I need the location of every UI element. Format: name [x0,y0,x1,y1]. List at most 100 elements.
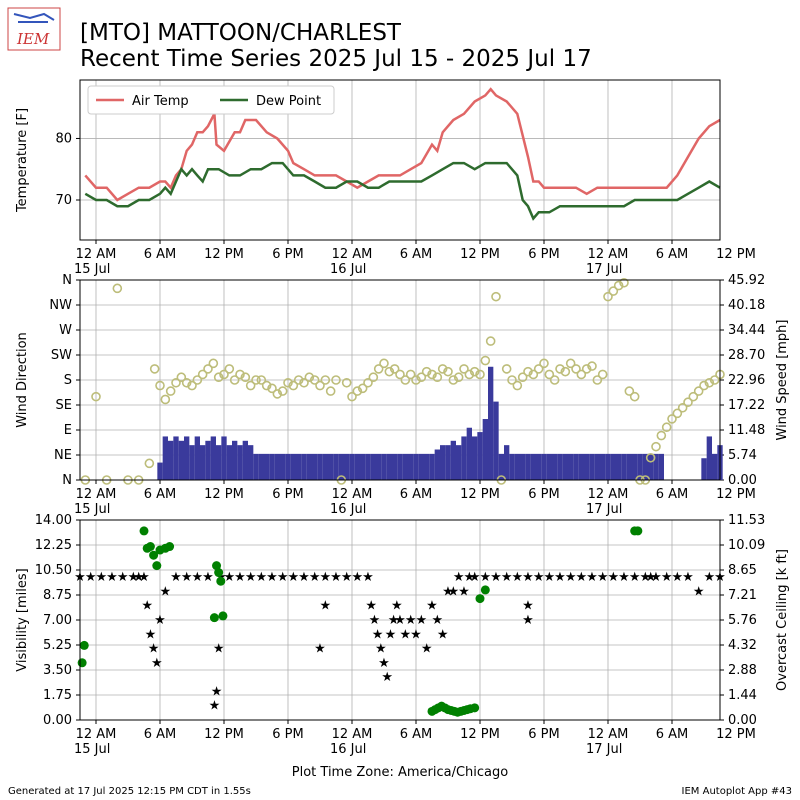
ceiling-point [139,526,149,536]
visibility-point: ★ [586,570,598,585]
visibility-point: ★ [211,684,223,699]
wind-speed-bar [466,427,472,480]
wind-speed-bar [557,453,563,480]
wind-speed-bar [216,445,222,480]
wind-direction-point [331,375,341,385]
wind-direction-point [491,291,501,302]
visibility-point: ★ [618,570,630,585]
visibility-point: ★ [426,599,438,614]
y-tick-label: 10.50 [35,563,72,578]
visibility-point: ★ [576,570,588,585]
wind-direction-point [656,430,667,441]
y-right-tick-label: 11.53 [728,513,765,528]
wind-speed-bar [221,436,227,480]
wind-speed-bar [584,453,590,480]
wind-speed-bar [440,445,446,480]
visibility-point: ★ [629,570,641,585]
x-tick-label: 6 AM [144,487,177,502]
visibility-point: ★ [320,570,332,585]
visibility-point: ★ [672,570,684,585]
wind-speed-bar [482,419,488,480]
x-tick-label: 6 AM [656,247,689,262]
x-tick-label: 12 AM [332,727,373,742]
y-right-tick-label: 7.21 [728,588,757,603]
wind-speed-bar [376,453,382,480]
wind-speed-bar [461,436,467,480]
wind-speed-bar [514,453,520,480]
ceiling-point [475,594,485,604]
wind-direction-point [267,383,277,394]
visibility-point: ★ [96,570,108,585]
visibility-point: ★ [394,613,406,628]
visibility-point: ★ [448,584,460,599]
visibility-point: ★ [458,584,470,599]
visibility-point: ★ [650,570,662,585]
wind-speed-bar [658,453,664,480]
x-tick-label: 6 AM [144,727,177,742]
wind-direction-point [475,369,485,380]
visibility-point: ★ [480,570,492,585]
visibility-point: ★ [192,570,204,585]
wind-speed-bar [653,453,659,480]
wind-direction-point [171,377,181,388]
wind-direction-point [432,372,443,383]
wind-panel: N NE E SE S SW W NW N 0.00 5.74 11.48 17.22 22.96 28.7… [15,273,790,517]
wind-direction-point [320,375,331,385]
y-right-axis-label: Overcast Ceiling [k ft] [775,549,790,691]
wind-speed-bar [477,432,483,480]
wind-speed-bar [706,436,712,480]
ceiling-point [218,611,228,621]
wind-direction-point [661,422,672,433]
wind-speed-bar [189,445,195,480]
wind-direction-point [379,358,389,369]
wind-speed-bar [306,453,312,480]
x-date-label: 16 Jul [330,262,366,277]
x-tick-label: 12 AM [332,487,373,502]
wind-speed-bar [397,453,403,480]
wind-direction-point [613,280,624,291]
legend-label: Air Temp [132,94,189,109]
visibility-point: ★ [645,570,657,585]
y-tick-label: 8.75 [43,588,72,603]
visibility-point: ★ [181,570,193,585]
y-tick-label: S [64,373,72,388]
visibility-point: ★ [501,570,513,585]
wind-speed-bar [312,453,318,480]
plot-frame [79,519,721,721]
visibility-point: ★ [522,570,534,585]
y-right-tick-label: 45.92 [728,273,765,288]
wind-speed-bar [248,445,254,480]
visibility-point: ★ [141,599,153,614]
y-tick-label: 70 [55,193,72,208]
wind-speed-bar [701,458,707,480]
wind-direction-point [571,364,581,374]
wind-direction-point [704,377,715,388]
wind-direction-point [592,375,603,385]
wind-speed-bar [413,453,419,480]
wind-speed-bar [386,453,392,480]
x-tick-label: 12 PM [204,247,244,262]
wind-direction-point [293,375,304,385]
x-tick-label: 12 PM [716,727,756,742]
visibility-panel: 0.00 1.75 3.50 5.25 7.00 8.75 10.50 12.25 14.00 0… [15,513,790,757]
wind-speed-bar [370,453,376,480]
visibility-point: ★ [410,627,422,642]
wind-speed-bar [237,445,243,480]
y-tick-label: N [62,273,72,288]
visibility-point: ★ [288,570,300,585]
chart-title-line1: [MTO] MATTOON/CHARLEST [80,20,402,46]
wind-speed-bar [402,453,408,480]
wind-direction-point [389,364,400,374]
wind-speed-bar [280,453,286,480]
wind-speed-bar [317,453,323,480]
wind-speed-bar [322,453,328,480]
y-tick-label: SE [56,398,72,413]
wind-direction-point [624,386,635,396]
x-date-label: 15 Jul [74,502,110,517]
visibility-point: ★ [170,570,182,585]
visibility-point: ★ [151,656,163,671]
wind-speed-bar [242,440,248,480]
y-tick-label: W [59,323,72,338]
y-right-tick-label: 22.96 [728,373,765,388]
y-tick-label: 12.25 [35,538,72,553]
